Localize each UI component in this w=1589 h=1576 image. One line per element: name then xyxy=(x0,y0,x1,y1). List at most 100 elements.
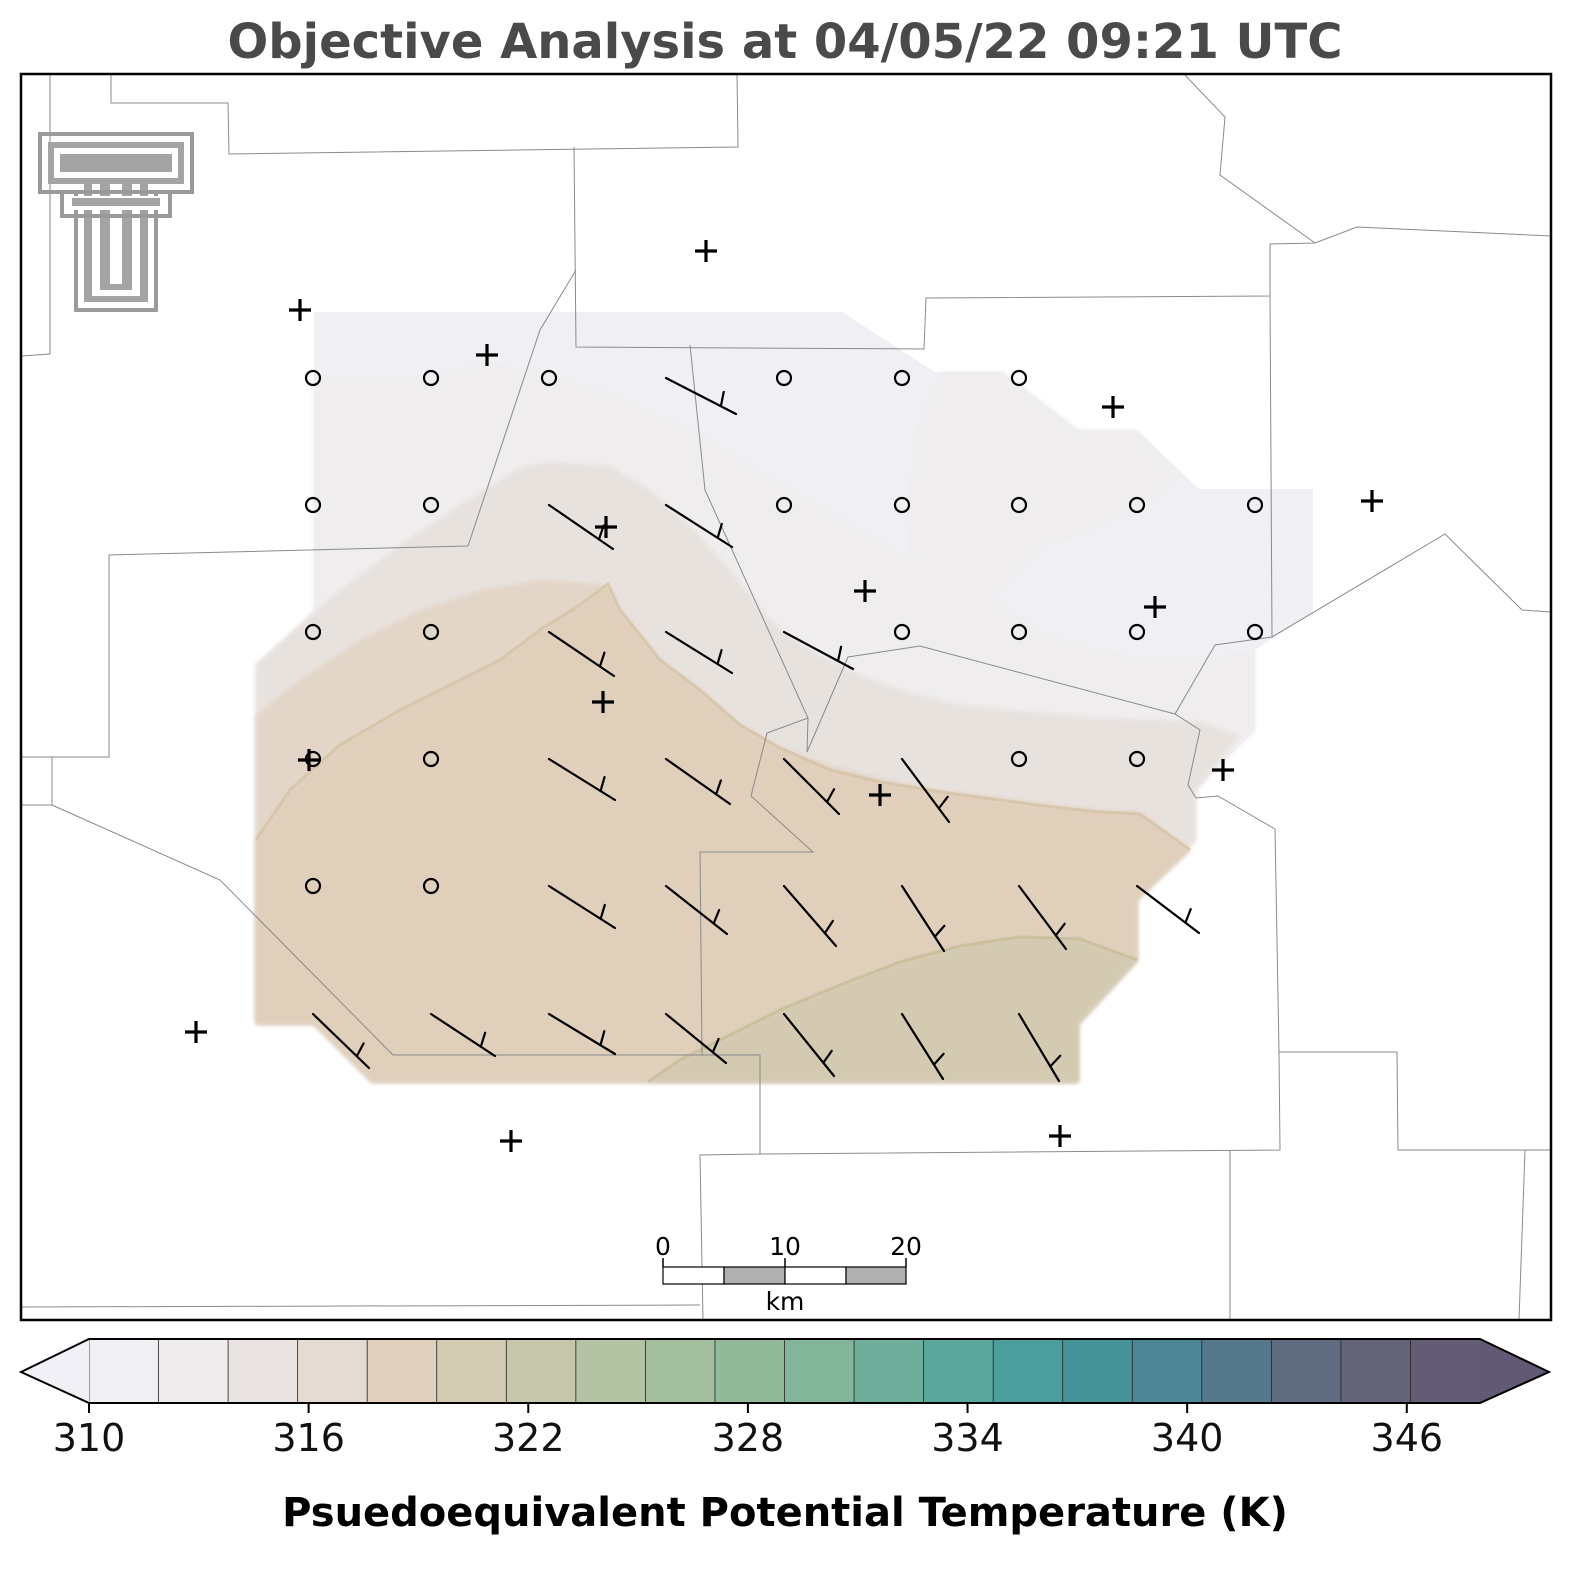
colorbar-cell xyxy=(436,1338,508,1404)
calm-station-circle xyxy=(893,623,911,641)
colorbar-tick-label: 322 xyxy=(492,1416,565,1460)
colorbar-cell xyxy=(297,1338,369,1404)
calm-station-circle xyxy=(1010,750,1028,768)
colorbar-tick-label: 340 xyxy=(1151,1416,1224,1460)
calm-station-circle xyxy=(304,623,322,641)
scale-unit: km xyxy=(766,1287,805,1316)
wind-barb xyxy=(900,757,951,824)
calm-station-circle xyxy=(422,623,440,641)
station-marker xyxy=(1102,396,1124,418)
calm-station-circle xyxy=(540,369,558,387)
station-marker xyxy=(1049,1125,1071,1147)
wind-barb xyxy=(664,630,734,675)
colorbar-tick-label: 310 xyxy=(53,1416,126,1460)
scale-tick-10: 10 xyxy=(769,1232,801,1261)
wind-barb xyxy=(1017,1012,1062,1083)
calm-station-circle xyxy=(1246,623,1264,641)
wind-barb xyxy=(547,757,617,802)
county-boundaries xyxy=(21,74,1551,1320)
calm-station-circle xyxy=(1010,496,1028,514)
wind-barbs xyxy=(311,376,1201,1083)
calm-station-circle xyxy=(1128,623,1146,641)
colorbar-cell xyxy=(923,1338,995,1404)
map-area: 0 10 20 km xyxy=(21,74,1551,1320)
station-marker xyxy=(476,344,498,366)
colorbar-cell xyxy=(1131,1338,1203,1404)
station-marker xyxy=(500,1130,522,1152)
calm-station-circle xyxy=(422,877,440,895)
calm-station-circle xyxy=(893,369,911,387)
colorbar-cell xyxy=(88,1338,160,1404)
colorbar-tick-label: 334 xyxy=(931,1416,1004,1460)
calm-station-circle xyxy=(1246,496,1264,514)
colorbar-tick-label: 346 xyxy=(1371,1416,1444,1460)
calm-station-circle xyxy=(1128,750,1146,768)
colorbar-tick-label: 328 xyxy=(712,1416,785,1460)
scale-bar: 0 10 20 km xyxy=(655,1232,922,1316)
wind-barb xyxy=(1135,884,1201,935)
wind-barb xyxy=(429,1012,497,1058)
wind-barb xyxy=(664,757,732,806)
scale-tick-0: 0 xyxy=(655,1232,671,1261)
colorbar-cell xyxy=(645,1338,716,1404)
contour-fill-320 xyxy=(648,937,1137,1082)
wind-barb xyxy=(311,1012,371,1070)
wind-barb xyxy=(547,1012,617,1056)
texas-tech-logo xyxy=(38,132,194,312)
colorbar-cell xyxy=(158,1338,230,1404)
colorbar-cell xyxy=(992,1338,1064,1404)
station-marker xyxy=(1361,490,1383,512)
station-marker xyxy=(1144,596,1166,618)
colorbar-cell xyxy=(227,1338,299,1404)
colorbar-cell xyxy=(366,1338,438,1404)
calm-station-circle xyxy=(775,496,793,514)
page-title: Objective Analysis at 04/05/22 09:21 UTC xyxy=(228,14,1343,70)
station-marker xyxy=(869,784,891,806)
calm-stations xyxy=(304,369,1264,895)
colorbar-cell xyxy=(853,1338,925,1404)
calm-station-circle xyxy=(775,369,793,387)
station-marker xyxy=(592,691,614,713)
station-marker xyxy=(854,580,876,602)
station-markers xyxy=(185,240,1383,1152)
station-marker xyxy=(289,299,311,321)
calm-station-circle xyxy=(304,496,322,514)
calm-station-circle xyxy=(422,369,440,387)
map-frame xyxy=(19,72,1553,1322)
wind-barb xyxy=(1017,884,1068,951)
colorbar-cell xyxy=(714,1338,786,1404)
station-marker xyxy=(298,749,320,771)
colorbar-cell xyxy=(1270,1338,1342,1404)
wind-barb xyxy=(664,376,738,416)
wind-barb xyxy=(664,1012,728,1065)
colorbar-cell xyxy=(1340,1338,1412,1404)
wind-barb xyxy=(547,630,616,678)
wind-barb xyxy=(782,630,855,671)
calm-station-circle xyxy=(1010,369,1028,387)
colorbar-cell xyxy=(1201,1338,1273,1404)
station-marker xyxy=(1212,759,1234,781)
scale-tick-20: 20 xyxy=(890,1232,922,1261)
wind-barb xyxy=(782,884,838,948)
wind-barb xyxy=(664,503,734,549)
colorbar-cell xyxy=(784,1338,855,1404)
colorbar-cell xyxy=(505,1338,577,1404)
calm-station-circle xyxy=(893,496,911,514)
calm-station-circle xyxy=(1128,496,1146,514)
colorbar-cell xyxy=(1062,1338,1134,1404)
station-marker xyxy=(595,516,617,538)
calm-station-circle xyxy=(422,496,440,514)
wind-barb xyxy=(782,757,841,816)
colorbar-cell xyxy=(575,1338,647,1404)
analysis-field xyxy=(254,312,1313,1084)
colorbar-extend-under xyxy=(21,1339,89,1403)
colorbar-label: Psuedoequivalent Potential Temperature (… xyxy=(282,1490,1288,1536)
wind-barb xyxy=(900,1012,945,1081)
wind-barb xyxy=(664,884,729,936)
calm-station-circle xyxy=(304,369,322,387)
station-marker xyxy=(185,1021,207,1043)
calm-station-circle xyxy=(422,750,440,768)
wind-barb xyxy=(547,884,617,930)
calm-station-circle xyxy=(304,877,322,895)
